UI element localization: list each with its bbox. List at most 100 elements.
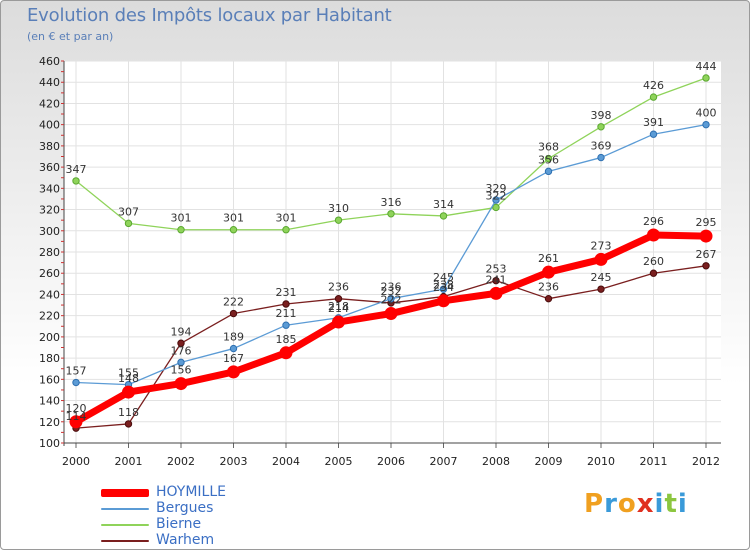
data-label-warhem: 114 [66, 410, 87, 423]
logo-letter: x [636, 489, 655, 519]
x-tick-label: 2001 [115, 455, 143, 468]
data-label-warhem: 245 [591, 271, 612, 284]
data-point-bierne [649, 93, 658, 101]
x-tick-label: 2000 [62, 455, 90, 468]
legend-label-warhem: Warhem [156, 532, 215, 548]
data-label-warhem: 236 [328, 281, 349, 294]
y-tick-label: 280 [39, 246, 60, 259]
data-point-hoymille [384, 307, 398, 321]
data-point-bergues [544, 167, 553, 176]
y-tick-label: 400 [39, 119, 60, 132]
logo-letter: P [584, 489, 605, 519]
data-point-bergues [597, 153, 605, 162]
data-label-bierne: 426 [643, 79, 664, 92]
data-point-bergues [439, 285, 448, 293]
data-point-bierne [124, 219, 133, 228]
chart-subtitle: (en € et par an) [27, 30, 114, 43]
data-point-hoymille [174, 377, 188, 391]
data-point-bierne [439, 212, 448, 220]
data-point-warhem [282, 300, 290, 308]
data-point-warhem [492, 276, 500, 285]
data-point-hoymille [227, 365, 240, 379]
data-point-bierne [544, 154, 553, 163]
y-tick-label: 120 [39, 416, 60, 429]
data-label-bierne: 316 [381, 196, 402, 209]
y-tick-label: 220 [39, 310, 60, 323]
y-tick-label: 200 [39, 331, 60, 344]
x-tick-label: 2003 [220, 455, 248, 468]
logo-letter: i [654, 489, 665, 519]
proxiti-logo: Proxiti [584, 489, 688, 519]
legend-label-bergues: Bergues [156, 500, 214, 516]
data-label-hoymille: 273 [591, 239, 612, 252]
data-point-hoymille [69, 415, 83, 429]
x-tick-label: 2006 [377, 455, 405, 468]
data-label-hoymille: 261 [538, 252, 559, 265]
data-label-hoymille: 295 [696, 216, 717, 229]
data-label-hoymille: 156 [171, 364, 192, 377]
data-point-bierne [702, 74, 710, 82]
data-label-bergues: 391 [643, 116, 664, 129]
data-point-warhem [597, 285, 605, 293]
data-point-bergues [177, 358, 185, 367]
data-point-hoymille [437, 294, 450, 308]
x-tick-label: 2008 [482, 455, 510, 468]
chart-title: Evolution des Impôts locaux par Habitant [27, 5, 392, 26]
x-tick-label: 2010 [587, 455, 615, 468]
data-point-warhem [229, 309, 238, 318]
series-bergues [72, 120, 710, 389]
data-label-warhem: 267 [696, 248, 717, 261]
data-point-warhem [544, 294, 553, 303]
data-label-bergues: 329 [486, 182, 507, 195]
y-tick-label: 460 [39, 55, 60, 68]
x-tick-label: 2012 [692, 455, 720, 468]
data-label-hoymille: 234 [433, 281, 454, 294]
data-label-bergues: 236 [381, 281, 402, 294]
y-tick-label: 240 [39, 288, 60, 301]
data-label-bierne: 347 [66, 163, 87, 176]
data-label-warhem: 260 [643, 255, 664, 268]
logo-letter: r [604, 489, 618, 519]
y-tick-label: 180 [39, 352, 60, 365]
data-label-hoymille: 296 [643, 215, 664, 228]
data-point-hoymille [542, 265, 555, 279]
data-label-bergues: 369 [591, 140, 612, 153]
data-point-warhem [177, 339, 185, 347]
data-point-bergues [72, 378, 80, 387]
series-bierne [72, 74, 710, 234]
data-label-bergues: 218 [328, 300, 349, 313]
data-label-bierne: 398 [591, 109, 612, 122]
y-tick-label: 320 [39, 204, 60, 217]
data-label-bierne: 301 [223, 212, 244, 225]
legend-label-hoymille: HOYMILLE [156, 484, 226, 500]
data-label-warhem: 194 [171, 325, 192, 338]
data-label-hoymille: 148 [118, 372, 139, 385]
axes: 100 120 140 160 180 200 220 240 260 280 300 320 340 3… [39, 55, 721, 468]
data-label-bierne: 310 [328, 202, 349, 215]
data-label-bergues: 245 [433, 271, 454, 284]
data-label-hoymille: 222 [381, 294, 402, 307]
data-label-bergues: 189 [223, 331, 244, 344]
logo-letter: i [677, 489, 688, 519]
data-point-bergues [387, 294, 395, 303]
x-tick-label: 2007 [430, 455, 458, 468]
data-point-bergues [282, 321, 290, 329]
data-label-warhem: 236 [538, 281, 559, 294]
data-point-hoymille [647, 228, 660, 242]
x-tick-label: 2005 [325, 455, 353, 468]
data-label-warhem: 253 [486, 263, 507, 276]
data-point-hoymille [332, 315, 345, 329]
data-label-bergues: 176 [171, 344, 192, 357]
data-point-hoymille [489, 286, 503, 300]
data-point-bergues [229, 344, 238, 353]
data-label-hoymille: 214 [328, 302, 349, 315]
legend-label-bierne: Bierne [156, 516, 202, 532]
data-label-bergues: 356 [538, 153, 559, 166]
data-label-bierne: 444 [696, 60, 717, 73]
data-point-bergues [702, 120, 710, 129]
y-tick-label: 360 [39, 161, 60, 174]
data-label-bierne: 322 [486, 189, 507, 202]
legend-swatch-warhem [101, 540, 149, 542]
y-tick-label: 300 [39, 225, 60, 238]
